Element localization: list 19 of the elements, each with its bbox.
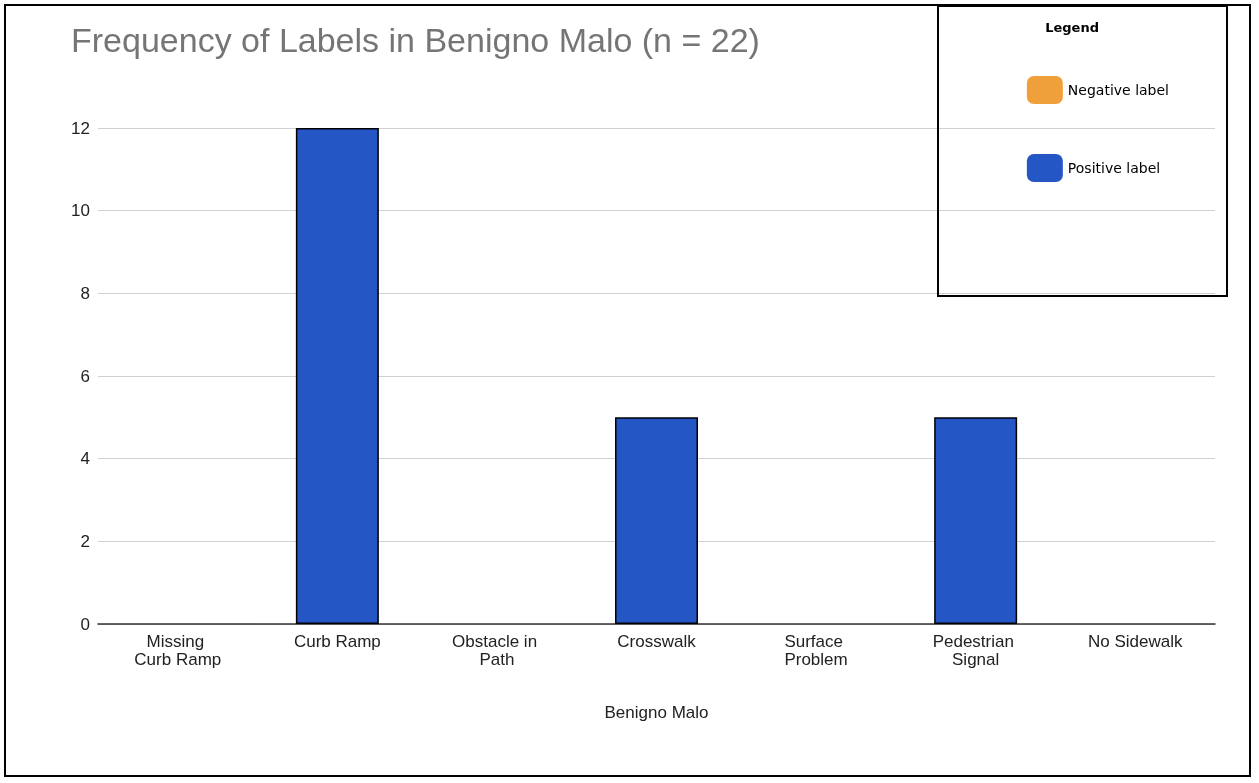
x-tick-label: Surface Problem [784, 631, 848, 669]
y-tick-label: 10 [71, 201, 90, 221]
x-tick-label: Obstacle in Path [452, 631, 542, 669]
y-tick-label: 2 [80, 531, 90, 551]
x-tick-label: Pedestrian Signal [932, 631, 1019, 669]
x-tick-label: Missing Curb Ramp [134, 631, 222, 669]
chart-title: Frequency of Labels in Benigno Malo (n = 22) [71, 21, 760, 59]
x-tick-label: Curb Ramp [293, 631, 381, 651]
y-tick-label: 12 [71, 118, 90, 138]
legend-title: Legend [1045, 20, 1100, 35]
x-tick-label: No Sidewalk [1087, 631, 1183, 651]
legend-label: Negative label [1067, 82, 1169, 98]
y-tick-label: 6 [80, 366, 90, 386]
y-tick-label: 0 [80, 614, 90, 634]
x-tick-label: Crosswalk [617, 631, 697, 651]
y-tick-label: 4 [80, 449, 90, 469]
y-tick-label: 8 [80, 283, 90, 303]
x-axis-title: Benigno Malo [604, 703, 709, 722]
legend-label: Positive label [1067, 160, 1161, 176]
